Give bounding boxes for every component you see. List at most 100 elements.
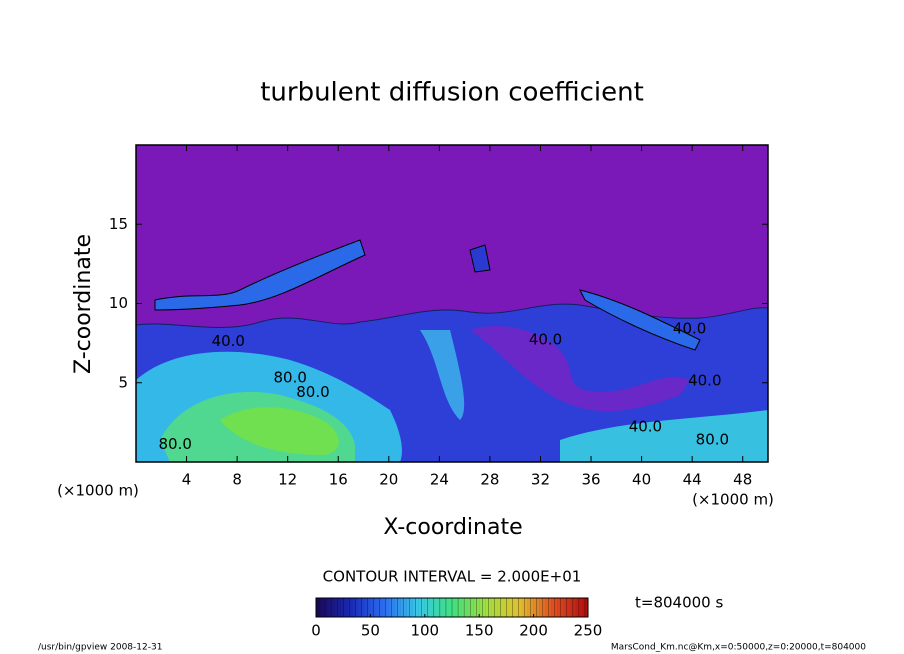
contour-label: 40.0 — [673, 319, 706, 337]
colorbar-cell — [488, 597, 492, 618]
footer-left: /usr/bin/gpview 2008-12-31 — [38, 643, 162, 653]
colorbar-cell — [509, 598, 513, 617]
colorbar-tick-label: 200 — [519, 622, 548, 640]
colorbar-cell — [418, 598, 423, 617]
colorbar-cell — [388, 598, 392, 617]
field-region — [220, 407, 339, 455]
x-tick-label: 28 — [480, 471, 499, 489]
colorbar-cell — [485, 598, 489, 617]
colorbar-cell — [439, 597, 444, 618]
field-region — [579, 289, 701, 351]
colorbar-cell — [330, 597, 335, 618]
colorbar-cell — [581, 598, 586, 617]
colorbar-tick-label: 50 — [361, 622, 380, 640]
y-axis-label: Z-coordinate — [71, 234, 96, 374]
colorbar-cell — [473, 598, 477, 617]
colorbar-cell — [373, 597, 377, 618]
chart-title: turbulent diffusion coefficient — [260, 78, 644, 108]
colorbar-cell — [337, 597, 341, 618]
x-tick-label: 40 — [632, 471, 651, 489]
colorbar-cell — [409, 597, 414, 618]
colorbar-cell — [424, 598, 429, 617]
x-tick-label: 12 — [278, 471, 297, 489]
x-tick-label: 8 — [232, 471, 242, 489]
colorbar-cell — [524, 597, 529, 618]
colorbar-cell — [482, 597, 486, 618]
colorbar-cell — [361, 597, 365, 618]
colorbar-cell — [343, 597, 347, 618]
colorbar-cell — [457, 597, 462, 618]
colorbar-cell — [412, 598, 417, 617]
contour-label: 40.0 — [529, 330, 562, 348]
colorbar-cell — [563, 598, 568, 617]
colorbar-cell — [469, 597, 474, 618]
x-tick-label: 44 — [683, 471, 702, 489]
colorbar-cell — [463, 597, 468, 618]
colorbar-cell — [557, 598, 562, 617]
contour-label: 80.0 — [296, 383, 329, 401]
y-unit: (×1000 m) — [57, 482, 139, 500]
colorbar-cell — [545, 598, 550, 617]
colorbar-cell — [415, 597, 420, 618]
colorbar-cell — [370, 598, 374, 617]
x-unit: (×1000 m) — [692, 491, 774, 509]
colorbar-cell — [569, 598, 574, 617]
x-tick-label: 36 — [581, 471, 600, 489]
colorbar-cell — [451, 597, 456, 618]
x-axis-label: X-coordinate — [383, 515, 522, 540]
colorbar-cell — [554, 597, 559, 618]
colorbar-cell — [385, 597, 389, 618]
colorbar-cell — [436, 598, 441, 617]
field-region — [560, 410, 768, 462]
colorbar-cell — [491, 598, 495, 617]
colorbar-frame — [315, 597, 589, 618]
x-tick-label: 20 — [379, 471, 398, 489]
colorbar-cell — [500, 597, 504, 618]
colorbar-cell — [318, 597, 323, 618]
colorbar-cell — [430, 598, 435, 617]
colorbar-cell — [503, 598, 507, 617]
colorbar-cell — [316, 598, 320, 617]
contour-label: 40.0 — [212, 332, 245, 350]
colorbar-cell — [328, 598, 332, 617]
colorbar-cell — [391, 597, 396, 618]
y-tick-label: 10 — [109, 294, 128, 312]
colorbar-cell — [512, 597, 516, 618]
colorbar-cell — [324, 597, 329, 618]
colorbar-cell — [427, 597, 432, 618]
contour-interval: CONTOUR INTERVAL = 2.000E+01 — [323, 568, 582, 586]
colorbar-cell — [400, 598, 404, 617]
contour-label: 80.0 — [158, 435, 191, 453]
x-tick-label: 24 — [430, 471, 449, 489]
contour-label: 40.0 — [629, 418, 662, 436]
field-region — [470, 326, 690, 412]
colorbar-cell — [334, 598, 338, 617]
field-region — [469, 244, 491, 273]
colorbar-cell — [533, 598, 537, 617]
colorbar-cell — [551, 598, 556, 617]
colorbar-cell — [578, 597, 583, 618]
colorbar-cell — [382, 598, 386, 617]
colorbar-cell — [518, 597, 522, 618]
colorbar-cell — [397, 597, 402, 618]
colorbar-cell — [379, 597, 383, 618]
colorbar-cell — [394, 598, 398, 617]
colorbar-cell — [467, 598, 471, 617]
colorbar-cell — [403, 597, 408, 618]
colorbar-cell — [442, 598, 447, 617]
colorbar-cell — [566, 597, 571, 618]
colorbar-cell — [340, 598, 344, 617]
colorbar-cell — [322, 598, 326, 617]
contour-label: 80.0 — [696, 430, 729, 448]
colorbar-cell — [497, 598, 501, 617]
colorbar-cell — [572, 597, 577, 618]
footer-right: MarsCond_Km.nc@Km,x=0:50000,z=0:20000,t=… — [611, 643, 866, 653]
colorbar-cell — [433, 597, 438, 618]
colorbar-cell — [542, 597, 547, 618]
contour-label: 40.0 — [688, 372, 721, 390]
colorbar-cell — [515, 598, 519, 617]
colorbar-cell — [406, 598, 410, 617]
colorbar-cell — [376, 598, 380, 617]
colorbar-cell — [445, 597, 450, 618]
